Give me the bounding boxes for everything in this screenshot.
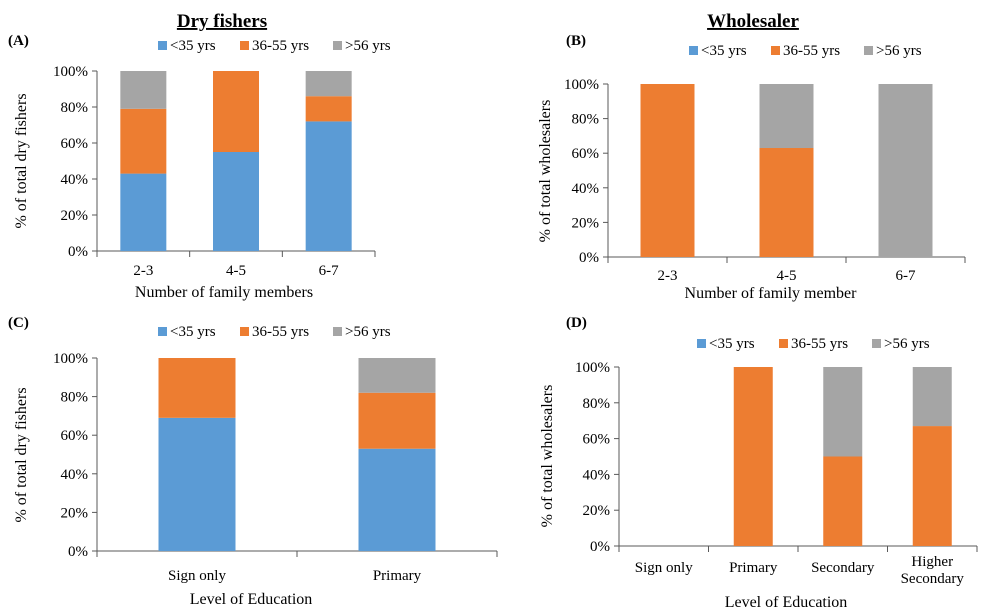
chart-2-bar-segment (759, 84, 814, 149)
chart-4-x-tick-label: Higher Secondary (901, 554, 965, 587)
chart-1-bar-segment (120, 71, 167, 109)
chart-4-bar-segment (823, 456, 863, 546)
chart-1-bar-segment (120, 108, 167, 174)
chart-3-panel-label: (C) (8, 315, 29, 331)
chart-2-x-tick-label: 6-7 (896, 268, 916, 284)
chart-1-y-tick-label: 0% (68, 244, 88, 260)
chart-1-y-tick-label: 60% (61, 136, 89, 152)
chart-3-legend-label: 36-55 yrs (252, 324, 309, 340)
chart-2-legend-swatch (864, 46, 873, 55)
chart-2-y-tick-label: 60% (572, 146, 600, 162)
chart-1-panel-label: (A) (8, 33, 29, 49)
chart-1-y-tick-label: 100% (53, 64, 88, 80)
chart-4-x-tick-label: Primary (729, 560, 778, 576)
chart-2-legend-swatch (771, 46, 780, 55)
chart-2-legend-label: >56 yrs (876, 43, 922, 59)
chart-2-y-tick-label: 100% (564, 77, 599, 93)
chart-1-legend-swatch (158, 41, 167, 50)
chart-4-bar-segment (912, 426, 952, 546)
chart-1-legend-swatch (333, 41, 342, 50)
chart-3-y-tick-label: 0% (68, 544, 88, 560)
chart-4-x-tick-label: Sign only (635, 560, 693, 576)
chart-3-y-tick-label: 40% (61, 467, 89, 483)
chart-4-y-tick-label: 0% (590, 539, 610, 555)
chart-3-x-axis-label: Level of Education (190, 591, 313, 608)
chart-2-y-tick-label: 20% (572, 215, 600, 231)
chart-1-bar-segment (213, 71, 259, 152)
chart-4-y-tick-label: 40% (583, 467, 611, 483)
chart-4-y-tick-label: 20% (583, 503, 611, 519)
chart-1-bar-segment (305, 121, 352, 252)
chart-4-y-axis-label: % of total wholesalers (539, 385, 556, 528)
chart-1-x-tick-label: 6-7 (319, 263, 339, 279)
chart-1-bar-segment (213, 152, 259, 251)
chart-4-x-axis-label: Level of Education (725, 594, 848, 611)
chart-4-legend-swatch (872, 339, 881, 348)
title-dry-fishers: Dry fishers (177, 11, 267, 32)
chart-3-legend-label: <35 yrs (170, 324, 216, 340)
chart-2-x-tick-label: 4-5 (777, 268, 797, 284)
chart-3-bar-segment (358, 448, 436, 551)
chart-1-x-tick-label: 2-3 (133, 263, 153, 279)
chart-1-bar-segment (305, 96, 352, 122)
chart-3-bar-segment (158, 358, 236, 418)
chart-4-legend-swatch (779, 339, 788, 348)
chart-2-y-tick-label: 80% (572, 112, 600, 128)
chart-1-y-axis-label: % of total dry fishers (13, 93, 30, 228)
chart-1-bar-segment (305, 71, 352, 97)
chart-3-y-tick-label: 100% (53, 351, 88, 367)
chart-4-legend-label: >56 yrs (884, 336, 930, 352)
chart-4-bar-segment (823, 367, 863, 457)
chart-2-legend-swatch (689, 46, 698, 55)
chart-3-bar-segment (158, 417, 236, 551)
chart-3-legend-label: >56 yrs (345, 324, 391, 340)
chart-1-legend-label: <35 yrs (170, 38, 216, 54)
chart-4-legend-label: 36-55 yrs (791, 336, 848, 352)
chart-2-y-tick-label: 0% (579, 250, 599, 266)
chart-1-x-axis-label: Number of family members (135, 284, 313, 301)
chart-4-legend-swatch (697, 339, 706, 348)
chart-1-legend-label: 36-55 yrs (252, 38, 309, 54)
chart-4-y-tick-label: 80% (583, 396, 611, 412)
chart-3-x-tick-label: Sign only (168, 568, 226, 584)
chart-2-y-tick-label: 40% (572, 181, 600, 197)
chart-4-bar-segment (912, 367, 952, 427)
chart-3-bar-segment (358, 392, 436, 449)
chart-2-bar-segment (878, 84, 933, 257)
chart-1-y-tick-label: 40% (61, 172, 89, 188)
chart-2-panel-label: (B) (566, 33, 586, 49)
chart-1-y-tick-label: 20% (61, 208, 89, 224)
chart-2-legend-label: <35 yrs (701, 43, 747, 59)
chart-4-y-tick-label: 100% (575, 360, 610, 376)
chart-1-x-tick-label: 4-5 (226, 263, 246, 279)
chart-1-y-tick-label: 80% (61, 100, 89, 116)
chart-2-y-axis-label: % of total wholesalers (537, 100, 554, 243)
title-wholesaler: Wholesaler (707, 11, 799, 32)
chart-2-x-axis-label: Number of family member (685, 285, 858, 302)
chart-4-legend-label: <35 yrs (709, 336, 755, 352)
chart-2-bar-segment (640, 84, 695, 257)
chart-2-legend-label: 36-55 yrs (783, 43, 840, 59)
chart-3-y-tick-label: 80% (61, 390, 89, 406)
chart-1-bar-segment (120, 173, 167, 251)
chart-2-bar-segment (759, 148, 814, 257)
chart-1-legend-label: >56 yrs (345, 38, 391, 54)
chart-3-y-tick-label: 60% (61, 428, 89, 444)
chart-4-y-tick-label: 60% (583, 432, 611, 448)
chart-3-x-tick-label: Primary (373, 568, 422, 584)
chart-4-x-tick-label: Secondary (811, 560, 875, 576)
chart-3-legend-swatch (333, 327, 342, 336)
chart-3-y-axis-label: % of total dry fishers (13, 387, 30, 522)
chart-3-legend-swatch (158, 327, 167, 336)
chart-4-bar-segment (733, 367, 773, 546)
chart-3-bar-segment (358, 358, 436, 393)
chart-1-legend-swatch (240, 41, 249, 50)
chart-3-legend-swatch (240, 327, 249, 336)
chart-4-panel-label: (D) (566, 315, 587, 331)
chart-2-x-tick-label: 2-3 (658, 268, 678, 284)
chart-3-y-tick-label: 20% (61, 505, 89, 521)
